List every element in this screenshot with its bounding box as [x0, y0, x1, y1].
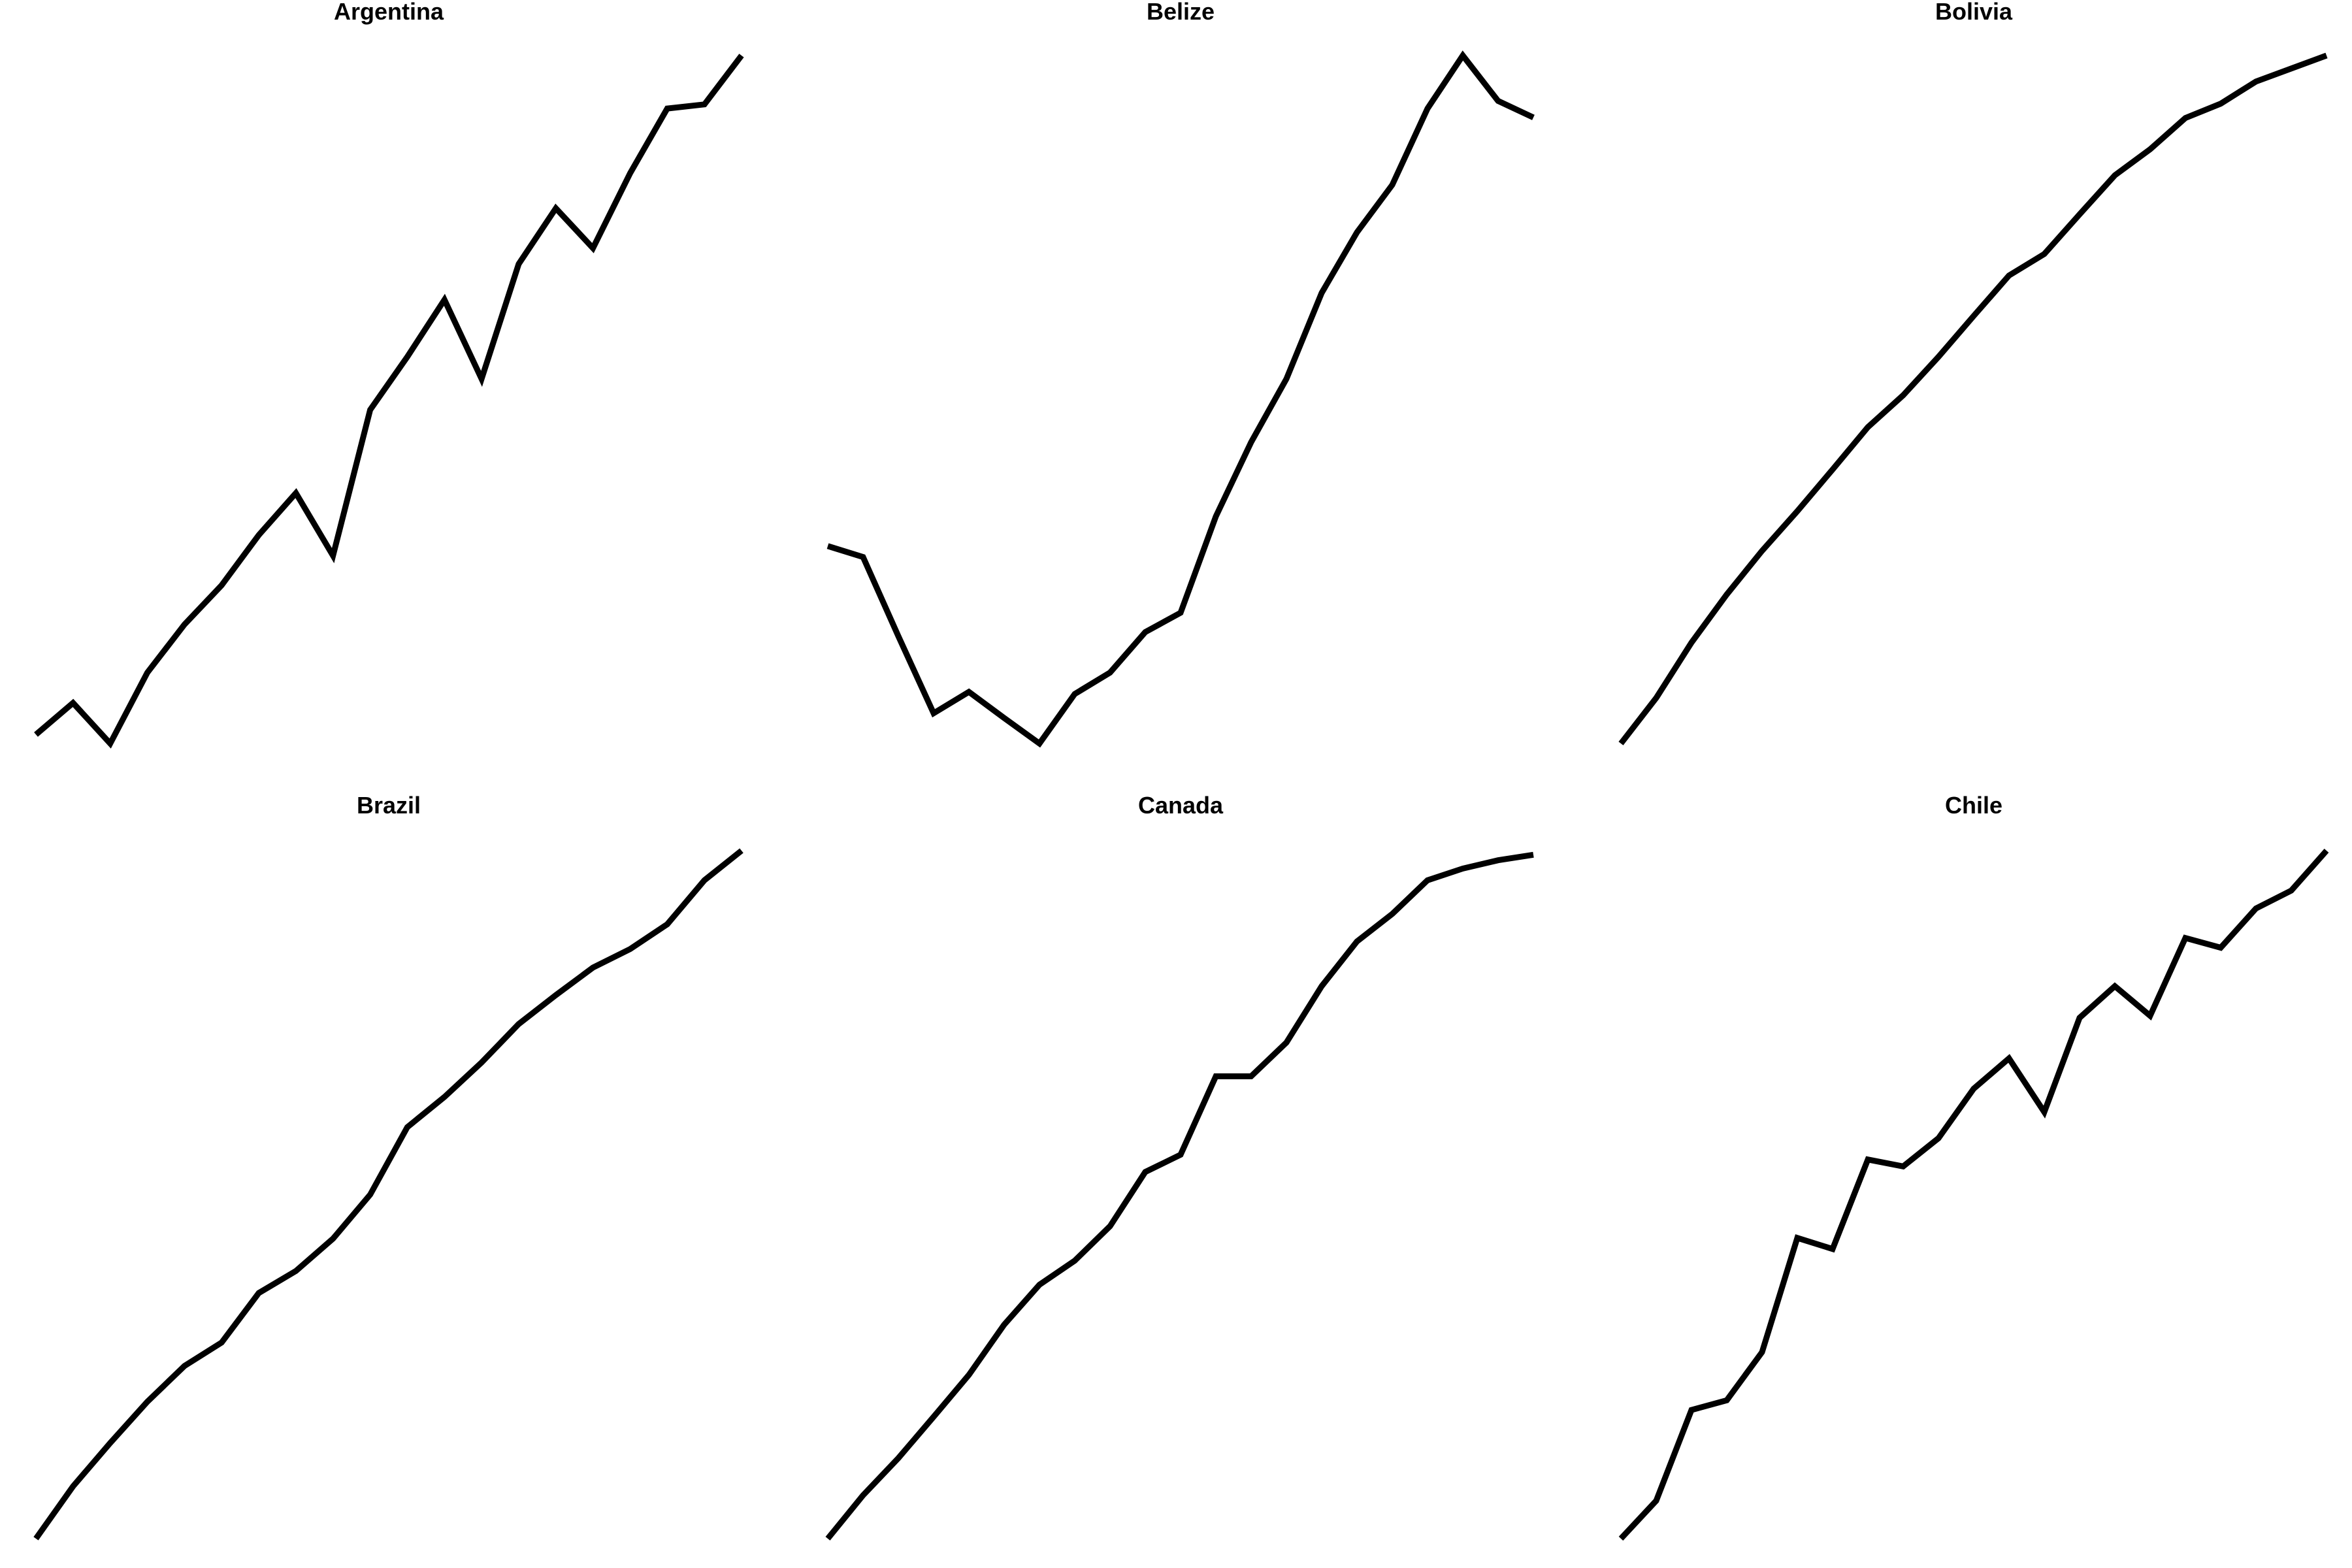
panel-title-belize: Belize [1147, 0, 1215, 25]
series-line-argentina [34, 54, 744, 749]
panel-brazil: Brazil [33, 792, 743, 1541]
series-line-canada [825, 851, 1534, 1541]
series-line-brazil [33, 848, 743, 1541]
series-line-chile [1618, 849, 2329, 1541]
series-line-belize [826, 50, 1535, 748]
panel-title-bolivia: Bolivia [1935, 0, 2013, 25]
panel-belize: Belize [826, 0, 1535, 748]
panel-title-argentina: Argentina [334, 0, 444, 25]
panel-argentina: Argentina [34, 0, 744, 749]
panel-title-canada: Canada [1138, 792, 1224, 819]
panel-chile: Chile [1618, 792, 2329, 1541]
panel-bolivia: Bolivia [1618, 0, 2328, 745]
panel-title-chile: Chile [1945, 792, 2002, 819]
series-line-bolivia [1618, 52, 2328, 745]
panel-title-brazil: Brazil [357, 792, 421, 819]
panel-canada: Canada [825, 792, 1534, 1541]
